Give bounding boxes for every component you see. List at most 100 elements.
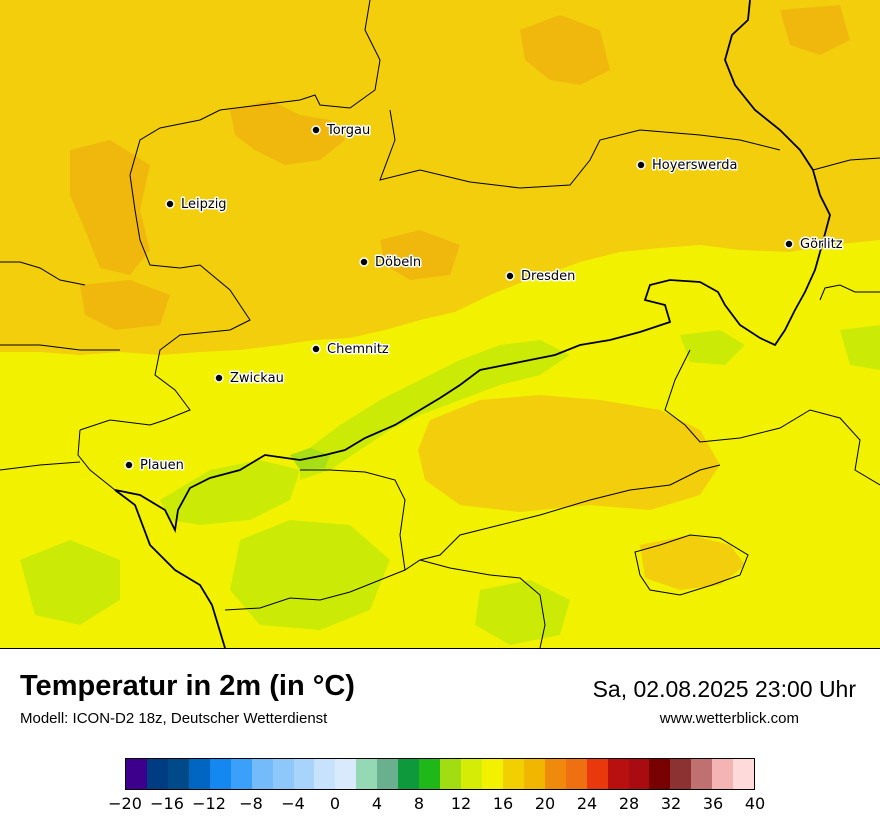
legend-color-segment bbox=[167, 759, 189, 789]
legend-color-segment bbox=[272, 759, 294, 789]
warmer-orange-patch bbox=[780, 5, 850, 55]
city-dot bbox=[311, 344, 321, 354]
model-source: Modell: ICON-D2 18z, Deutscher Wetterdie… bbox=[20, 710, 328, 727]
legend-color-segment bbox=[481, 759, 503, 789]
color-legend-ticks: −20 −16 −12 −8 −4 0 4 8 12 16 20 24 28 32 36 40 bbox=[108, 794, 765, 818]
district-border bbox=[812, 157, 880, 171]
district-border bbox=[0, 461, 81, 471]
legend-color-segment bbox=[419, 759, 441, 789]
legend-color-segment bbox=[335, 759, 357, 789]
city-marker-hoyerswerda: Hoyerswerda bbox=[636, 157, 739, 175]
legend-color-segment bbox=[293, 759, 315, 789]
mild-lime-patch bbox=[230, 520, 390, 630]
mild-lime-patch bbox=[840, 325, 880, 370]
legend-color-segment bbox=[502, 759, 524, 789]
legend-color-segment bbox=[251, 759, 273, 789]
city-label: Görlitz bbox=[800, 237, 843, 252]
state-border-saxony bbox=[114, 489, 226, 648]
district-border bbox=[129, 174, 251, 426]
cool-green-spot bbox=[290, 448, 330, 470]
district-border bbox=[300, 464, 721, 571]
legend-tick-label: 40 bbox=[744, 794, 766, 813]
legend-color-segment bbox=[188, 759, 210, 789]
legend-color-segment bbox=[607, 759, 629, 789]
mild-lime-patch bbox=[20, 540, 120, 625]
city-label: Torgau bbox=[326, 123, 370, 138]
legend-color-segment bbox=[314, 759, 336, 789]
legend-color-segment bbox=[523, 759, 545, 789]
legend-color-segment bbox=[356, 759, 378, 789]
district-border bbox=[224, 569, 406, 611]
legend-color-segment bbox=[649, 759, 671, 789]
city-dot bbox=[359, 257, 369, 267]
city-marker-goerlitz: Görlitz bbox=[784, 236, 844, 254]
legend-color-segment bbox=[230, 759, 252, 789]
legend-color-segment bbox=[440, 759, 461, 789]
legend-color-segment bbox=[628, 759, 650, 789]
city-dot bbox=[214, 373, 224, 383]
color-legend-bar bbox=[125, 758, 755, 790]
city-label: Plauen bbox=[140, 458, 184, 473]
legend-color-segment bbox=[733, 759, 755, 789]
legend-tick-label: 0 bbox=[329, 794, 341, 813]
legend-color-segment bbox=[126, 759, 147, 789]
legend-tick-label: 20 bbox=[534, 794, 556, 813]
warmer-orange-patch bbox=[520, 15, 610, 85]
legend-color-segment bbox=[670, 759, 692, 789]
legend-color-segment bbox=[209, 759, 231, 789]
warmer-orange-patch bbox=[230, 100, 345, 165]
city-marker-zwickau: Zwickau bbox=[214, 370, 285, 388]
district-border bbox=[419, 559, 546, 648]
warmer-orange-patch bbox=[380, 230, 460, 280]
mild-lime-band bbox=[160, 460, 300, 525]
warm-orange-zone bbox=[0, 0, 880, 355]
city-label: Zwickau bbox=[230, 371, 284, 386]
mild-lime-band bbox=[300, 340, 570, 480]
legend-tick-label: 24 bbox=[576, 794, 598, 813]
legend-tick-label: 16 bbox=[492, 794, 514, 813]
legend-color-segment bbox=[146, 759, 168, 789]
legend-tick-label: −20 bbox=[108, 794, 142, 813]
city-marker-plauen: Plauen bbox=[124, 457, 185, 475]
district-border bbox=[664, 349, 880, 486]
city-marker-doebeln: Döbeln bbox=[359, 254, 423, 272]
legend-tick-label: −8 bbox=[239, 794, 263, 813]
district-border bbox=[0, 344, 120, 351]
legend-color-segment bbox=[586, 759, 608, 789]
legend-tick-label: −12 bbox=[192, 794, 226, 813]
district-border bbox=[77, 419, 151, 491]
legend-color-segment bbox=[377, 759, 399, 789]
city-label: Hoyerswerda bbox=[652, 158, 738, 173]
mild-lime-patch bbox=[475, 580, 570, 645]
legend-tick-label: −4 bbox=[281, 794, 305, 813]
city-marker-chemnitz: Chemnitz bbox=[311, 341, 390, 359]
legend-tick-label: 28 bbox=[618, 794, 640, 813]
district-border bbox=[129, 0, 381, 176]
district-border bbox=[634, 534, 749, 596]
city-label: Dresden bbox=[521, 269, 575, 284]
orange-island bbox=[418, 395, 720, 512]
city-marker-dresden: Dresden bbox=[505, 268, 577, 286]
city-label: Leipzig bbox=[181, 197, 227, 212]
legend-tick-label: −16 bbox=[150, 794, 184, 813]
map-title: Temperatur in 2m (in °C) bbox=[20, 670, 355, 702]
legend-tick-label: 12 bbox=[450, 794, 472, 813]
city-label: Chemnitz bbox=[327, 342, 389, 357]
city-dot bbox=[784, 239, 794, 249]
city-dot bbox=[124, 460, 134, 470]
city-dot bbox=[165, 199, 175, 209]
legend-tick-label: 8 bbox=[413, 794, 425, 813]
forecast-datetime: Sa, 02.08.2025 23:00 Uhr bbox=[592, 676, 856, 702]
mild-lime-patch bbox=[680, 330, 745, 365]
district-border bbox=[379, 109, 781, 189]
city-dot bbox=[505, 271, 515, 281]
legend-color-segment bbox=[544, 759, 566, 789]
state-border-saxony bbox=[114, 0, 831, 533]
legend-color-segment bbox=[712, 759, 734, 789]
temperature-map: Torgau Hoyerswerda Leipzig Görlitz Döbel… bbox=[0, 0, 880, 649]
legend-color-segment bbox=[691, 759, 713, 789]
legend-color-segment bbox=[565, 759, 587, 789]
district-border bbox=[0, 261, 86, 286]
legend-tick-label: 4 bbox=[371, 794, 383, 813]
city-dot bbox=[311, 125, 321, 135]
